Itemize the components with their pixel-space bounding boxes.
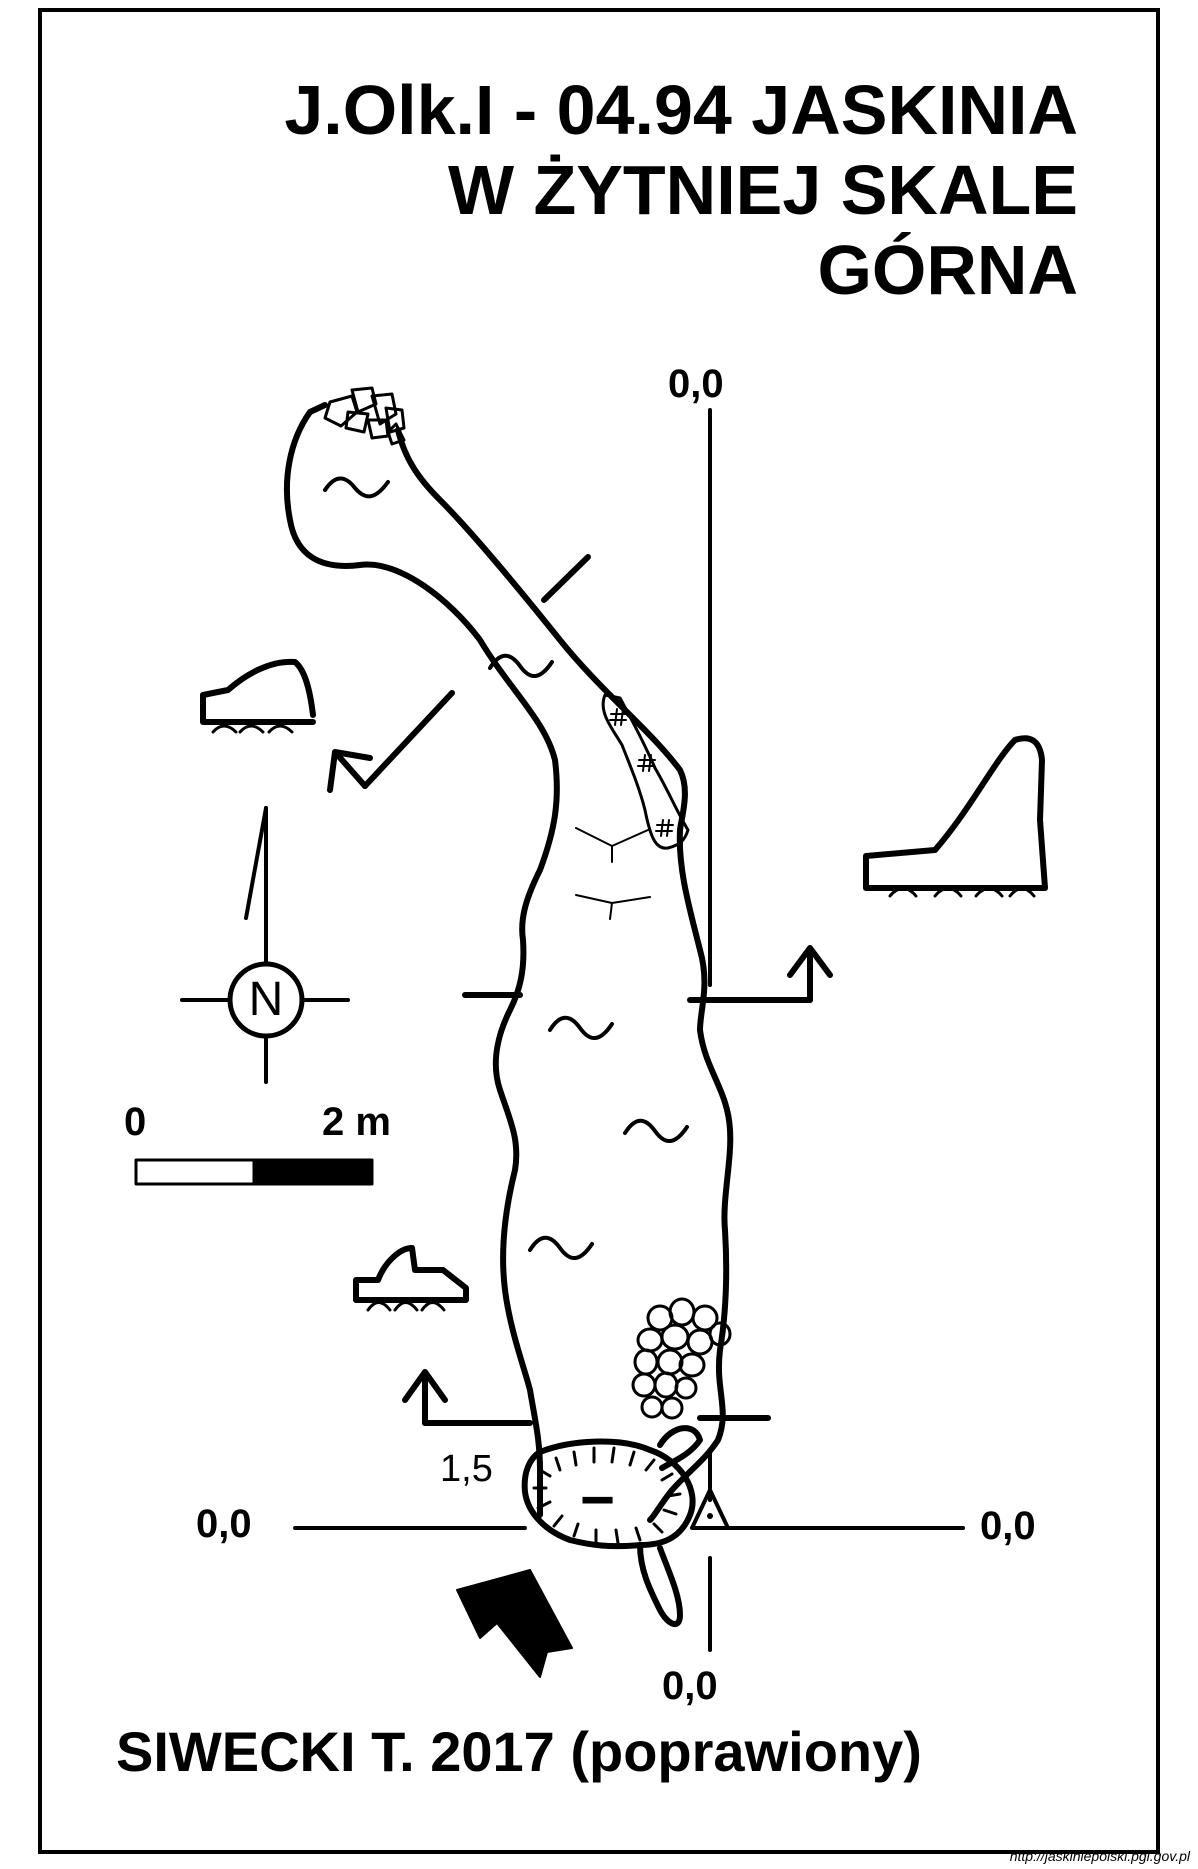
cross-section-b bbox=[863, 735, 1048, 898]
section-line-c bbox=[402, 1369, 771, 1426]
section-line-b bbox=[462, 945, 833, 1003]
hash-marks bbox=[609, 708, 674, 837]
cross-section-a bbox=[200, 658, 316, 734]
north-label: N bbox=[248, 973, 284, 1026]
cave-outline bbox=[283, 402, 734, 1523]
cross-section-c bbox=[353, 1245, 469, 1312]
ceiling-arc-1 bbox=[575, 827, 649, 863]
boulders-bottom bbox=[631, 1297, 732, 1420]
datum-label-bottom: 0,0 bbox=[662, 1664, 718, 1708]
datum-lines bbox=[293, 408, 965, 1652]
cave-title-line-1: J.Olk.I - 04.94 JASKINIA bbox=[284, 71, 1078, 149]
depth-marker: 1,5 bbox=[440, 1448, 493, 1490]
scale-end-label: 2 m bbox=[322, 1100, 391, 1144]
boulders-top bbox=[323, 386, 406, 446]
datum-label-top: 0,0 bbox=[668, 362, 724, 406]
north-arrow bbox=[180, 806, 350, 1084]
section-line-a bbox=[327, 554, 591, 793]
entrance-chamber bbox=[521, 1425, 703, 1627]
datum-label-left: 0,0 bbox=[196, 1502, 252, 1546]
source-url: http://jaskiniepolski.pgi.gov.pl bbox=[1009, 1848, 1190, 1864]
scale-bar-graphic bbox=[134, 1158, 374, 1186]
author-credit: SIWECKI T. 2017 (poprawiony) bbox=[116, 1720, 922, 1783]
map-frame bbox=[38, 8, 1160, 1854]
scale-start-label: 0 bbox=[124, 1100, 147, 1144]
datum-label-right: 0,0 bbox=[980, 1504, 1036, 1548]
sediment-symbols bbox=[323, 476, 689, 1260]
cave-title-line-2: W ŻYTNIEJ SKALE bbox=[447, 151, 1078, 229]
survey-station bbox=[690, 1488, 730, 1530]
depression-symbol: − bbox=[580, 1466, 616, 1533]
ceiling-arc-2 bbox=[575, 894, 651, 920]
cave-title-line-3: GÓRNA bbox=[817, 231, 1078, 309]
entrance-arrow bbox=[456, 1569, 573, 1678]
